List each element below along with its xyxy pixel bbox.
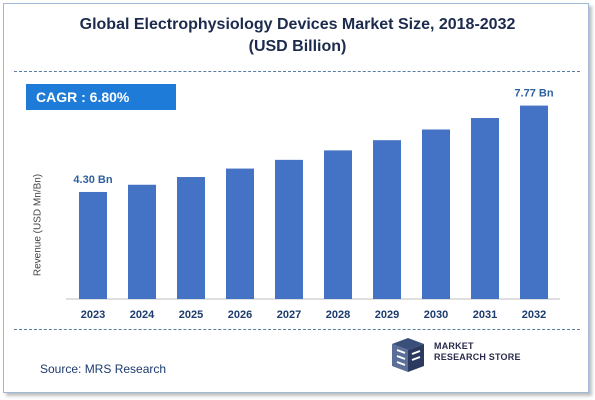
chart-title-line1: Global Electrophysiology Devices Market … bbox=[79, 16, 516, 33]
x-tick-2032: 2032 bbox=[522, 309, 546, 321]
x-tick-2027: 2027 bbox=[277, 309, 301, 321]
x-tick-2023: 2023 bbox=[81, 309, 105, 321]
market-research-store-logo-icon bbox=[392, 338, 424, 372]
chart-title-line2: (USD Billion) bbox=[248, 38, 347, 55]
data-label-2032: 7.77 Bn bbox=[514, 88, 553, 100]
bar-2028 bbox=[324, 150, 352, 299]
x-tick-2024: 2024 bbox=[130, 309, 155, 321]
x-tick-2025: 2025 bbox=[179, 309, 203, 321]
data-label-2023: 4.30 Bn bbox=[73, 174, 112, 186]
cagr-badge: CAGR : 6.80% bbox=[26, 84, 176, 110]
source-note: Source: MRS Research bbox=[40, 362, 167, 376]
bar-2023 bbox=[79, 191, 107, 299]
logo-text-line1: MARKET bbox=[434, 341, 474, 351]
bar-2030 bbox=[422, 129, 450, 299]
x-tick-2029: 2029 bbox=[375, 309, 399, 321]
logo-text: MARKET RESEARCH STORE bbox=[434, 341, 521, 363]
x-tick-2026: 2026 bbox=[228, 309, 252, 321]
x-tick-2031: 2031 bbox=[473, 309, 497, 321]
bar-2024 bbox=[128, 184, 156, 299]
bar-2027 bbox=[275, 159, 303, 299]
bottom-divider bbox=[14, 329, 580, 330]
bar-2032 bbox=[520, 105, 548, 299]
bar-2029 bbox=[373, 140, 401, 299]
x-tick-2028: 2028 bbox=[326, 309, 350, 321]
bar-2026 bbox=[226, 168, 254, 299]
chart-title: Global Electrophysiology Devices Market … bbox=[0, 14, 595, 58]
x-tick-2030: 2030 bbox=[424, 309, 448, 321]
bar-2025 bbox=[177, 177, 205, 299]
logo-text-line2: RESEARCH STORE bbox=[434, 352, 521, 362]
top-divider bbox=[14, 71, 580, 72]
bar-2031 bbox=[471, 118, 499, 299]
